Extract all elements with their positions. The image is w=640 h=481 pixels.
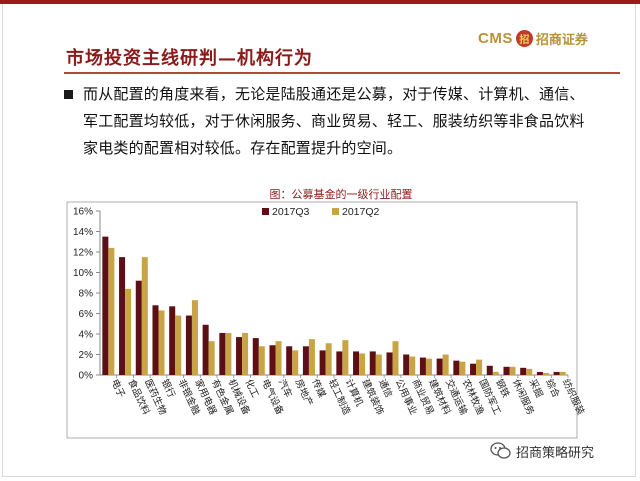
bar-2017Q2 <box>442 354 449 375</box>
title-divider <box>64 72 620 74</box>
legend-label: 2017Q2 <box>342 206 380 218</box>
bar-2017Q3 <box>470 363 477 375</box>
bar-2017Q3 <box>369 351 376 375</box>
chart-caption: 图：公募基金的一级行业配置 <box>269 188 413 201</box>
brand-logo: CMS 招 招商证券 <box>478 27 588 49</box>
y-tick-label: 8% <box>79 289 94 300</box>
bar-2017Q3 <box>236 337 243 375</box>
bar-2017Q2 <box>191 300 198 375</box>
bar-2017Q3 <box>336 351 343 375</box>
bar-2017Q2 <box>342 340 349 375</box>
y-tick-label: 14% <box>73 227 93 238</box>
bar-2017Q2 <box>108 247 115 375</box>
bar-2017Q2 <box>359 353 366 375</box>
bar-2017Q2 <box>225 332 232 375</box>
logo-emblem-icon: 招 <box>515 29 533 47</box>
bar-2017Q2 <box>158 310 165 375</box>
y-tick-label: 6% <box>79 309 94 320</box>
y-tick-label: 4% <box>79 330 94 341</box>
bar-2017Q3 <box>403 354 410 375</box>
bar-2017Q3 <box>419 357 426 375</box>
bar-2017Q2 <box>275 341 282 375</box>
bar-2017Q3 <box>152 305 159 375</box>
bar-2017Q2 <box>375 354 382 375</box>
bar-2017Q2 <box>325 343 332 375</box>
bar-2017Q3 <box>286 346 293 375</box>
bar-2017Q2 <box>526 368 533 375</box>
bar-2017Q2 <box>308 339 315 375</box>
bar-2017Q3 <box>169 306 176 375</box>
bar-2017Q2 <box>559 371 566 375</box>
y-tick-label: 16% <box>73 207 93 218</box>
bar-2017Q3 <box>520 367 527 375</box>
bar-2017Q3 <box>202 324 209 375</box>
bar-2017Q2 <box>242 332 249 375</box>
bar-2017Q3 <box>269 345 276 375</box>
wechat-watermark: 招商策略研究 <box>490 440 594 462</box>
bar-2017Q2 <box>125 288 132 375</box>
y-tick-label: 2% <box>79 350 94 361</box>
bar-2017Q3 <box>219 332 226 375</box>
bar-2017Q2 <box>258 346 265 375</box>
chart-frame <box>66 201 578 439</box>
logo-cms-text: CMS <box>478 29 513 47</box>
x-tick-label: 电子 <box>109 377 128 400</box>
x-tick-label: 综合 <box>543 377 562 400</box>
y-tick-label: 12% <box>73 248 93 259</box>
bar-2017Q3 <box>486 365 493 375</box>
y-tick-label: 0% <box>79 371 94 382</box>
bar-2017Q2 <box>175 315 182 375</box>
legend-label: 2017Q3 <box>272 206 310 218</box>
top-accent-bar <box>0 0 640 4</box>
watermark-text: 招商策略研究 <box>516 445 595 461</box>
legend-swatch <box>332 208 339 215</box>
body-paragraph: 而从配置的角度来看，无论是陆股通还是公募，对于传媒、计算机、通信、军工配置均较低… <box>83 85 585 157</box>
bar-2017Q2 <box>208 341 215 375</box>
bar-2017Q3 <box>436 358 443 375</box>
bar-2017Q3 <box>135 280 142 375</box>
bar-2017Q2 <box>425 358 432 375</box>
bar-2017Q3 <box>386 352 393 375</box>
bar-2017Q2 <box>392 341 399 375</box>
bar-2017Q3 <box>185 315 192 375</box>
logo-company-name: 招商证券 <box>535 32 588 48</box>
bar-2017Q3 <box>353 351 360 375</box>
bar-2017Q3 <box>553 371 560 375</box>
bar-2017Q2 <box>542 372 549 375</box>
bar-2017Q3 <box>102 236 109 375</box>
bar-2017Q2 <box>292 350 299 375</box>
bar-2017Q2 <box>509 366 516 375</box>
bar-2017Q3 <box>119 257 126 375</box>
wechat-icon <box>490 442 512 460</box>
bar-2017Q3 <box>453 360 460 375</box>
bar-2017Q3 <box>319 350 326 375</box>
bullet-icon <box>64 90 73 99</box>
bar-2017Q2 <box>476 359 483 375</box>
y-tick-label: 10% <box>73 268 93 279</box>
legend-swatch <box>262 208 269 215</box>
bar-2017Q3 <box>536 371 543 375</box>
x-tick-label: 纺织服装 <box>560 377 587 417</box>
bar-2017Q3 <box>302 346 309 375</box>
bar-2017Q2 <box>409 356 416 375</box>
bar-2017Q2 <box>141 257 148 375</box>
bar-2017Q3 <box>503 366 510 375</box>
page-title: 市场投资主线研判—机构行为 <box>66 48 313 69</box>
bar-2017Q2 <box>492 371 499 375</box>
bar-2017Q2 <box>459 361 466 375</box>
bar-2017Q3 <box>252 338 259 375</box>
